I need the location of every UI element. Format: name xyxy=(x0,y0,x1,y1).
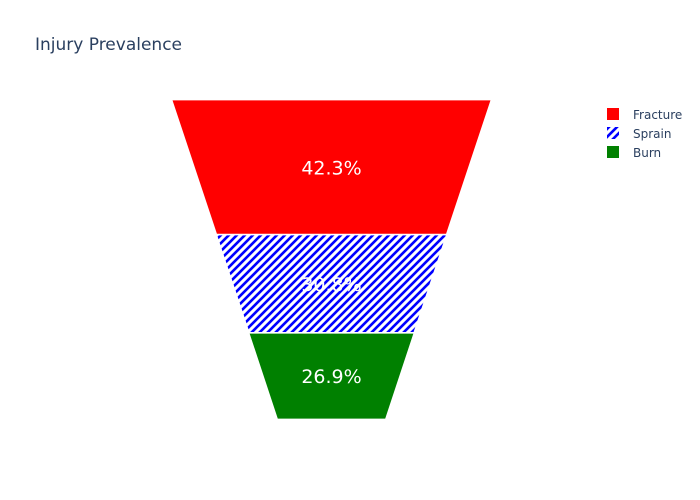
legend-item-burn[interactable]: Burn xyxy=(607,146,661,160)
funnel-slices: 42.3% 30.8% 26.9% xyxy=(171,99,492,420)
legend-item-sprain[interactable]: Sprain xyxy=(607,127,671,141)
legend-swatch-sprain xyxy=(607,127,619,139)
slice-label-burn: 26.9% xyxy=(301,366,361,388)
legend: Fracture Sprain Burn xyxy=(607,108,682,160)
funnel-slice-sprain[interactable] xyxy=(216,234,447,333)
legend-swatch-fracture xyxy=(607,108,619,120)
legend-label-fracture: Fracture xyxy=(633,108,682,122)
funnel-slice-fracture[interactable] xyxy=(171,99,492,235)
legend-label-burn: Burn xyxy=(633,146,661,160)
legend-item-fracture[interactable]: Fracture xyxy=(607,108,682,122)
legend-swatch-burn xyxy=(607,146,619,158)
funnel-slice-burn[interactable] xyxy=(248,332,415,420)
slice-label-fracture: 42.3% xyxy=(301,157,361,179)
legend-label-sprain: Sprain xyxy=(633,127,671,141)
chart-title: Injury Prevalence xyxy=(35,35,182,55)
slice-label-sprain: 30.8% xyxy=(301,274,361,296)
